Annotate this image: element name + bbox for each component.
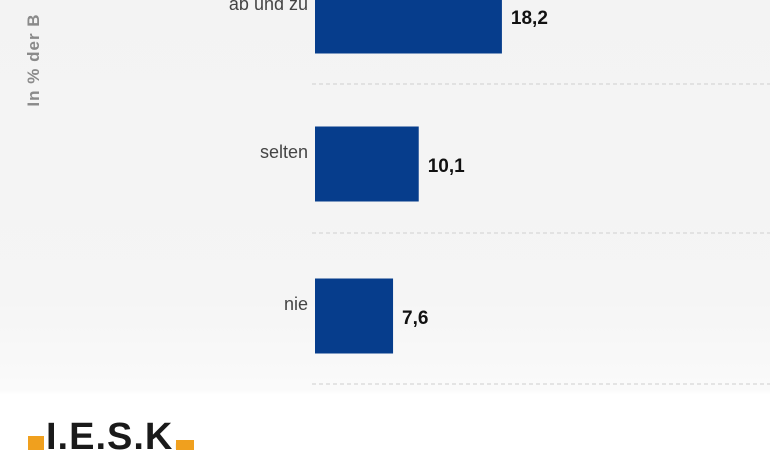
value-label: 18,2 <box>511 8 548 29</box>
logo-dash-mark <box>176 440 194 450</box>
iesk-logo: I.E.S.K. <box>28 418 198 450</box>
bar-ab-und-zu <box>315 0 502 54</box>
category-label: selten <box>260 142 308 162</box>
bar-selten <box>315 126 419 202</box>
value-label: 7,6 <box>402 308 428 329</box>
bar-nie <box>315 278 394 354</box>
category-label: ab und zu <box>229 0 308 14</box>
y-axis-title: In % der B <box>24 13 43 107</box>
logo-square-mark <box>28 436 44 450</box>
logo-text: I.E.S.K. <box>46 416 185 450</box>
category-label: nie <box>284 294 308 314</box>
value-label: 10,1 <box>428 156 465 177</box>
